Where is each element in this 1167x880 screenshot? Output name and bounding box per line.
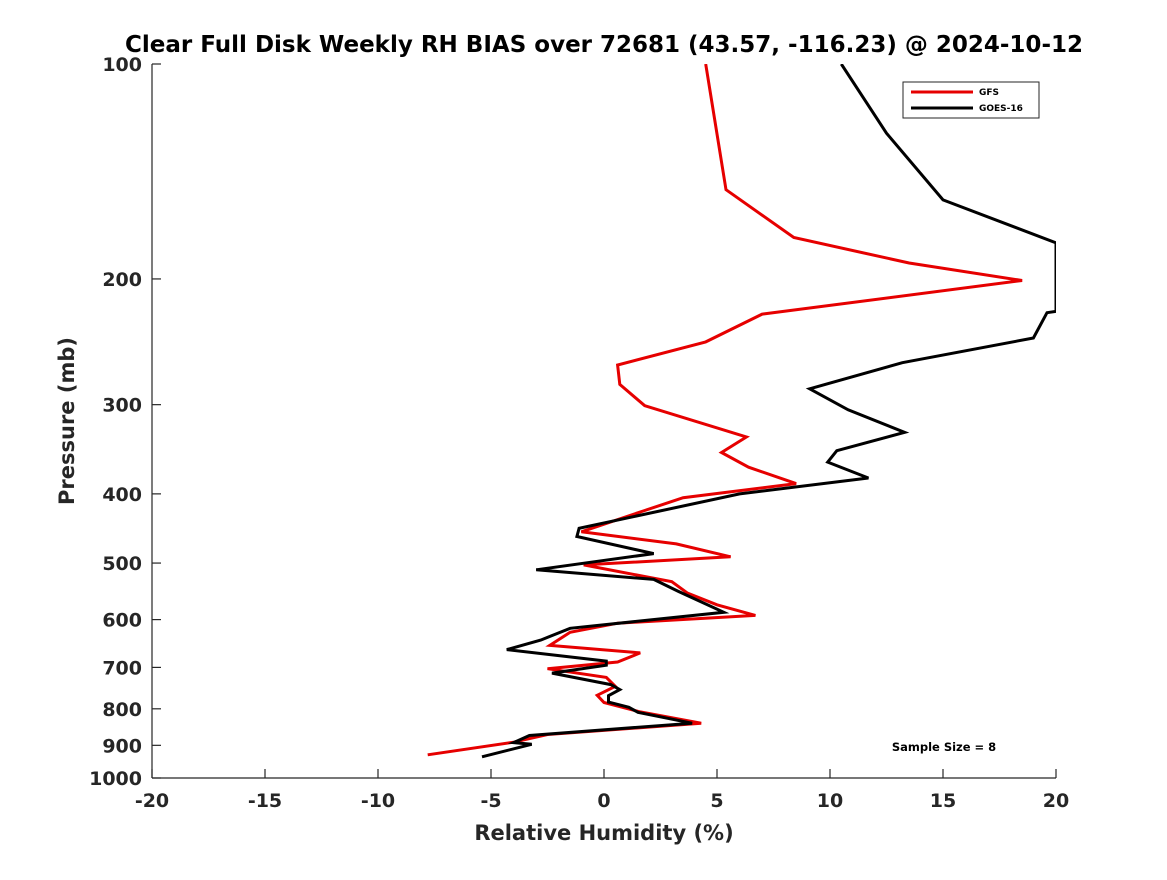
x-axis-label: Relative Humidity (%) [474,821,733,845]
series-line-goes-16 [481,64,1056,759]
y-tick-label: 100 [102,54,142,76]
y-tick-label: 300 [102,395,142,417]
y-tick-label: 900 [102,735,142,757]
x-tick-label: -10 [361,790,395,812]
legend: GFS GOES-16 [902,81,1040,119]
x-tick-label: 15 [930,790,956,812]
y-tick-label: 800 [102,699,142,721]
x-tick-label: -20 [135,790,169,812]
x-tick-label: 20 [1043,790,1069,812]
y-tick-label: 700 [102,657,142,679]
x-tick-label: 0 [597,790,610,812]
x-tick-label: 10 [817,790,843,812]
y-tick-label: 400 [102,484,142,506]
x-tick-label: -5 [480,790,501,812]
y-tick-label: 600 [102,610,142,632]
chart-title: Clear Full Disk Weekly RH BIAS over 7268… [125,32,1083,58]
axes: -20 -15 -10 -5 0 5 10 15 20 100 200 300 400 500 600 700… [89,54,1069,812]
y-tick-label: 500 [102,553,142,575]
series-line-gfs [427,64,1023,757]
legend-label-gfs: GFS [979,88,999,98]
x-tick-label: 5 [710,790,723,812]
x-tick-label: -15 [248,790,282,812]
y-tick-label: 1000 [89,768,142,790]
y-tick-label: 200 [102,269,142,291]
legend-label-goes-16: GOES-16 [979,104,1023,114]
series-group [427,64,1056,759]
legend-box [902,81,1040,119]
y-axis-label: Pressure (mb) [55,337,79,505]
sample-size-annotation: Sample Size = 8 [892,740,996,754]
